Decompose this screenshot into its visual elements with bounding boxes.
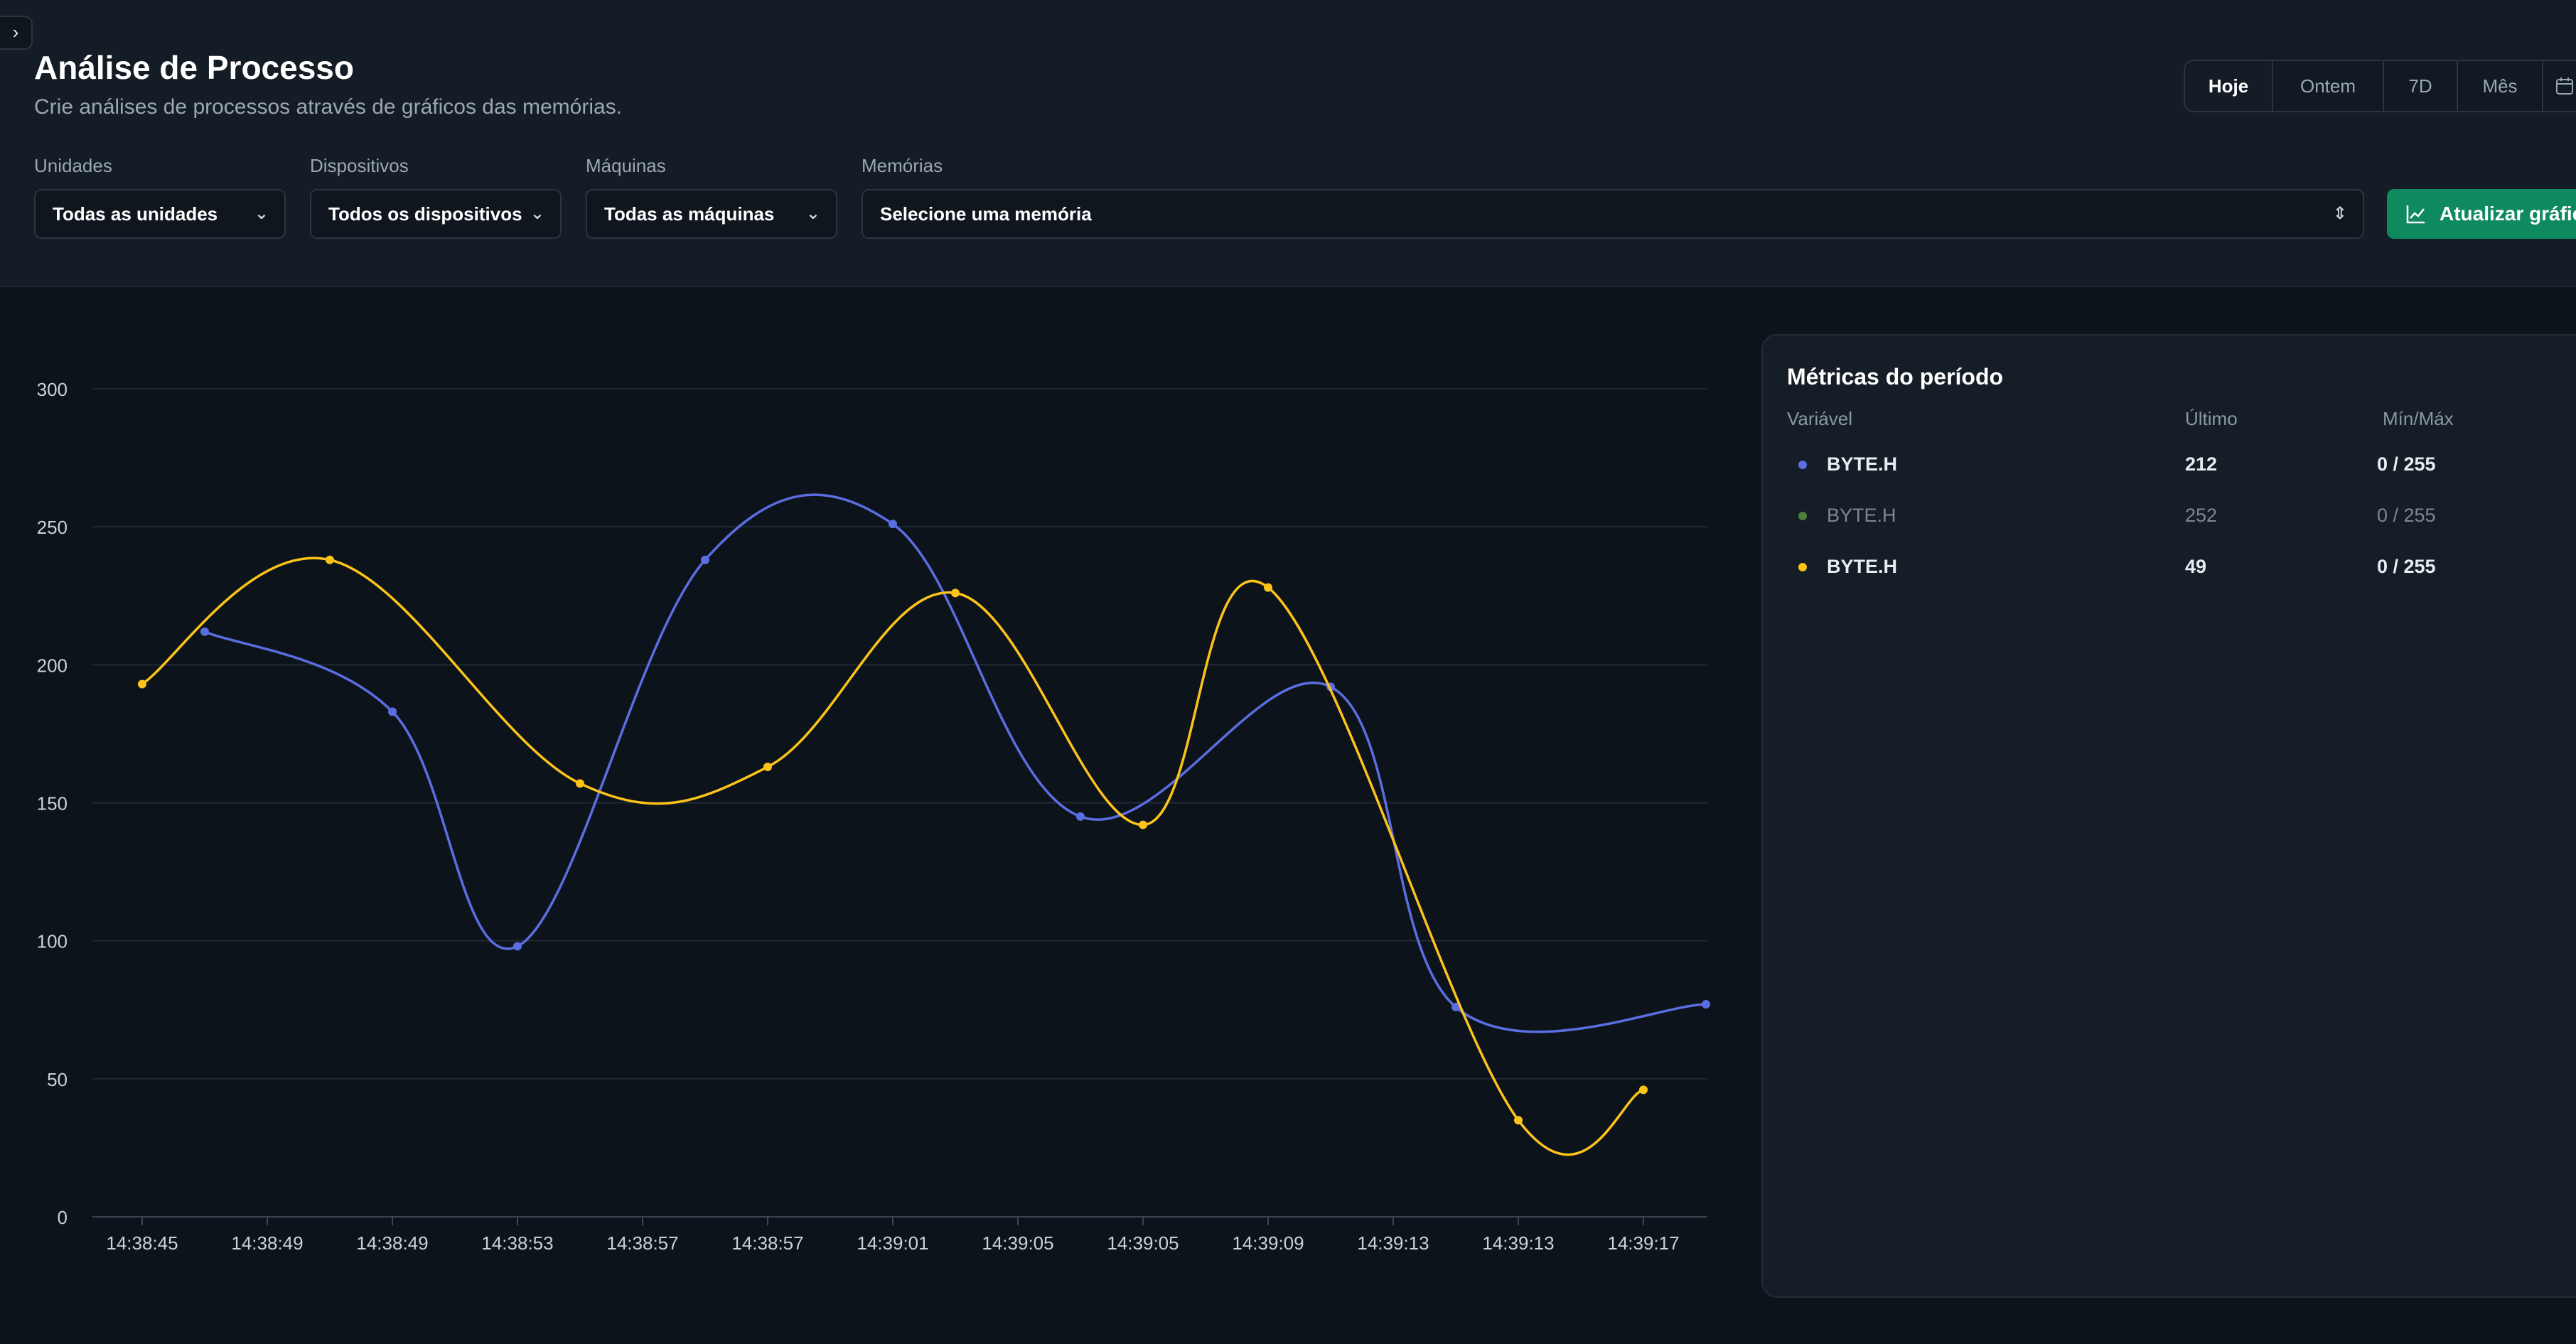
metrics-last: 252 (2185, 505, 2218, 526)
data-point (388, 707, 397, 716)
data-point (1639, 1085, 1648, 1095)
dispositivos-value: Todos os dispositivos (328, 203, 522, 225)
data-point (326, 555, 334, 564)
x-tick-label: 14:39:13 (1482, 1232, 1554, 1254)
line-chart-icon (2406, 205, 2425, 224)
y-tick-label: 50 (47, 1069, 68, 1090)
data-point (1076, 812, 1085, 821)
date-range-selector: Hoje Ontem 7D Mês (2184, 60, 2576, 112)
memorias-label: Memórias (862, 155, 943, 176)
y-tick-label: 200 (37, 655, 68, 676)
range-calendar-button[interactable] (2543, 61, 2576, 111)
x-tick-label: 14:38:57 (606, 1232, 678, 1254)
chevron-down-icon: ⌄ (805, 204, 820, 223)
metrics-last: 212 (2185, 453, 2218, 475)
metrics-minmax: 0 / 255 (2377, 453, 2436, 475)
range-tab-hoje[interactable]: Hoje (2185, 61, 2273, 111)
page-subtitle: Crie análises de processos através de gr… (34, 95, 623, 119)
metrics-minmax: 0 / 255 (2377, 556, 2436, 577)
chevron-down-icon: ⌄ (530, 204, 544, 223)
metrics-variable: BYTE.H (1827, 453, 1898, 475)
calendar-icon (2556, 77, 2573, 95)
unidades-label: Unidades (34, 155, 112, 176)
y-tick-label: 100 (37, 931, 68, 952)
maquinas-label: Máquinas (586, 155, 666, 176)
x-tick-label: 14:39:13 (1357, 1232, 1429, 1254)
data-point (576, 779, 584, 788)
x-tick-label: 14:39:01 (857, 1232, 928, 1254)
x-tick-label: 14:38:49 (356, 1232, 428, 1254)
y-tick-label: 0 (58, 1207, 68, 1228)
metrics-row[interactable]: BYTE.H 49 0 / 255 (1763, 546, 2576, 588)
process-line-chart: 0 50 100 150 200 250 300 14:38:45 14:38:49 14:38:… (37, 379, 1710, 1254)
series-color-dot (1798, 563, 1807, 571)
data-point (1139, 820, 1147, 829)
update-chart-button[interactable]: Atualizar gráfico (2387, 189, 2576, 239)
chart-container: 0 50 100 150 200 250 300 14:38:45 14:38:49 14:38:… (0, 287, 1734, 1340)
maquinas-value: Todas as máquinas (604, 203, 775, 225)
x-tick-label: 14:38:45 (106, 1232, 178, 1254)
data-point (889, 520, 897, 529)
x-tick-label: 14:38:53 (481, 1232, 553, 1254)
metrics-header-minmax: Mín/Máx (2383, 408, 2454, 429)
chevron-down-icon: ⌄ (254, 204, 269, 223)
series-line (204, 493, 1707, 1033)
unidades-select[interactable]: Todas as unidades ⌄ (34, 189, 286, 239)
dispositivos-select[interactable]: Todos os dispositivos ⌄ (310, 189, 562, 239)
x-tick-label: 14:39:05 (982, 1232, 1053, 1254)
chevron-right-icon: › (12, 21, 19, 43)
unidades-value: Todas as unidades (53, 203, 218, 225)
metrics-header-last: Último (2185, 408, 2238, 429)
dispositivos-label: Dispositivos (310, 155, 409, 176)
x-tick-label: 14:39:05 (1107, 1232, 1179, 1254)
metrics-panel: Métricas do período Variável Último Mín/… (1761, 334, 2576, 1298)
data-point (138, 679, 146, 689)
data-point (200, 627, 209, 636)
metrics-header-variable: Variável (1787, 408, 1853, 429)
data-point (951, 588, 960, 598)
page-title: Análise de Processo (34, 49, 354, 86)
update-chart-label: Atualizar gráfico (2440, 203, 2576, 225)
sidebar-toggle-button[interactable]: › (0, 16, 33, 50)
metrics-title: Métricas do período (1787, 364, 2004, 389)
range-tab-mes[interactable]: Mês (2458, 61, 2543, 111)
data-point (763, 763, 772, 772)
series-line (141, 557, 1644, 1156)
y-tick-label: 250 (37, 517, 68, 538)
range-tab-ontem[interactable]: Ontem (2273, 61, 2384, 111)
data-point (1451, 1002, 1460, 1011)
x-tick-label: 14:38:57 (731, 1232, 803, 1254)
data-point (513, 942, 522, 951)
series-color-dot (1798, 512, 1807, 520)
range-tab-7d[interactable]: 7D (2384, 61, 2458, 111)
y-tick-label: 300 (37, 379, 68, 400)
x-tick-label: 14:39:09 (1232, 1232, 1304, 1254)
metrics-last: 49 (2185, 556, 2207, 577)
metrics-row[interactable]: BYTE.H 212 0 / 255 (1763, 443, 2576, 486)
metrics-variable: BYTE.H (1827, 505, 1896, 526)
data-point (1514, 1116, 1523, 1125)
memorias-select[interactable]: Selecione uma memória ⇕ (862, 189, 2364, 239)
x-tick-label: 14:38:49 (231, 1232, 303, 1254)
data-point (1702, 999, 1710, 1009)
metrics-row[interactable]: BYTE.H 252 0 / 255 (1763, 495, 2576, 537)
y-tick-label: 150 (37, 793, 68, 815)
x-tick-label: 14:39:17 (1607, 1232, 1679, 1254)
chevron-up-down-icon: ⇕ (2332, 204, 2347, 223)
memorias-value: Selecione uma memória (880, 203, 1092, 225)
metrics-minmax: 0 / 255 (2377, 505, 2436, 526)
maquinas-select[interactable]: Todas as máquinas ⌄ (586, 189, 837, 239)
data-point (701, 555, 709, 564)
series-color-dot (1798, 461, 1807, 469)
metrics-variable: BYTE.H (1827, 556, 1898, 577)
data-point (1264, 583, 1272, 592)
page-header: › Análise de Processo Crie análises de p… (0, 0, 2576, 287)
